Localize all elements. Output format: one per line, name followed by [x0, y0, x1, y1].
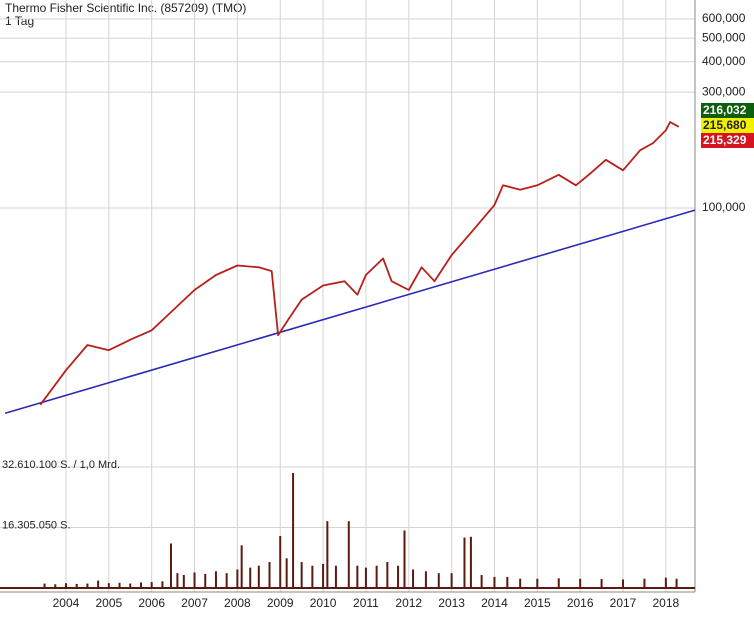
price-label: 215,329 [703, 133, 747, 147]
volume-bar [97, 580, 100, 588]
x-tick-label: 2010 [310, 596, 337, 610]
volume-bar [326, 521, 329, 588]
volume-bar [118, 582, 121, 588]
volume-bar [493, 576, 496, 588]
x-tick-label: 2004 [53, 596, 80, 610]
volume-bar [334, 565, 337, 588]
volume-bar [214, 571, 217, 588]
volume-bar [107, 583, 110, 588]
chart-title: Thermo Fisher Scientific Inc. (857209) (… [5, 1, 246, 15]
volume-bar [397, 565, 400, 588]
volume-bar [169, 543, 172, 588]
price-label-box [701, 133, 754, 148]
volume-bar [450, 573, 453, 588]
volume-bar [322, 563, 325, 588]
volume-bar [463, 537, 466, 588]
x-tick-label: 2013 [438, 596, 465, 610]
x-tick-label: 2011 [353, 596, 379, 610]
volume-bar [412, 569, 415, 588]
y-tick-label: 300,000 [702, 84, 746, 98]
volume-bar [54, 584, 57, 588]
volume-bar [424, 571, 427, 588]
volume-bar [249, 567, 252, 588]
volume-bar [403, 530, 406, 588]
volume-bar [622, 579, 625, 588]
volume-bar [557, 578, 560, 588]
volume-bar [204, 573, 207, 588]
volume-bar [375, 565, 378, 588]
price-label: 216,032 [703, 103, 747, 117]
x-tick-label: 2007 [181, 596, 208, 610]
price-label: 215,680 [703, 118, 747, 132]
price-label-box [701, 103, 754, 118]
x-tick-label: 2018 [653, 596, 680, 610]
x-tick-label: 2014 [481, 596, 508, 610]
x-tick-label: 2012 [395, 596, 422, 610]
volume-bar [193, 572, 196, 588]
volume-bar [139, 582, 142, 588]
volume-bar [664, 577, 667, 588]
volume-bar [75, 583, 78, 588]
volume-bar [437, 573, 440, 588]
volume-bar [300, 562, 303, 588]
chart-subtitle: 1 Tag [5, 14, 34, 28]
volume-tick-label: 32.610.100 S. / 1,0 Mrd. [2, 459, 120, 471]
volume-bar [519, 578, 522, 588]
x-tick-label: 2006 [138, 596, 165, 610]
volume-bar [579, 578, 582, 588]
x-tick-label: 2017 [610, 596, 637, 610]
volume-bar [240, 545, 243, 588]
volume-bar [285, 558, 288, 588]
volume-bar [600, 579, 603, 588]
x-tick-label: 2009 [267, 596, 294, 610]
volume-bar [536, 578, 539, 588]
volume-bar [469, 536, 472, 588]
volume-bar [182, 575, 185, 588]
volume-bar [150, 582, 153, 588]
volume-tick-label: 16.305.050 S. [2, 519, 71, 531]
y-tick-label: 400,000 [702, 54, 746, 68]
volume-bar [43, 583, 46, 588]
volume-bar [236, 569, 239, 588]
y-tick-label: 100,000 [702, 200, 746, 214]
trend-line [4, 209, 696, 415]
x-tick-label: 2016 [567, 596, 594, 610]
volume-bar [176, 573, 179, 588]
volume-bar [161, 581, 164, 588]
volume-bar [386, 562, 389, 588]
x-tick-label: 2008 [224, 596, 251, 610]
volume-bar [129, 583, 132, 588]
volume-bar [643, 578, 646, 588]
volume-bar [268, 562, 271, 588]
price-label-box [701, 118, 754, 133]
volume-bar [64, 583, 67, 588]
volume-bar [279, 536, 282, 588]
x-tick-label: 2015 [524, 596, 551, 610]
y-tick-label: 500,000 [702, 30, 746, 44]
volume-bar [347, 521, 350, 588]
volume-bar [675, 578, 678, 588]
volume-bar [480, 575, 483, 588]
volume-bar [506, 576, 509, 588]
x-tick-label: 2005 [95, 596, 122, 610]
price-line [39, 121, 680, 406]
volume-bar [257, 565, 260, 588]
volume-bar [311, 565, 314, 588]
volume-bar [225, 573, 228, 588]
volume-bar [86, 583, 89, 588]
volume-bar [364, 567, 367, 588]
y-tick-label: 600,000 [702, 11, 746, 25]
volume-bar [292, 472, 295, 588]
volume-bar [356, 565, 359, 588]
